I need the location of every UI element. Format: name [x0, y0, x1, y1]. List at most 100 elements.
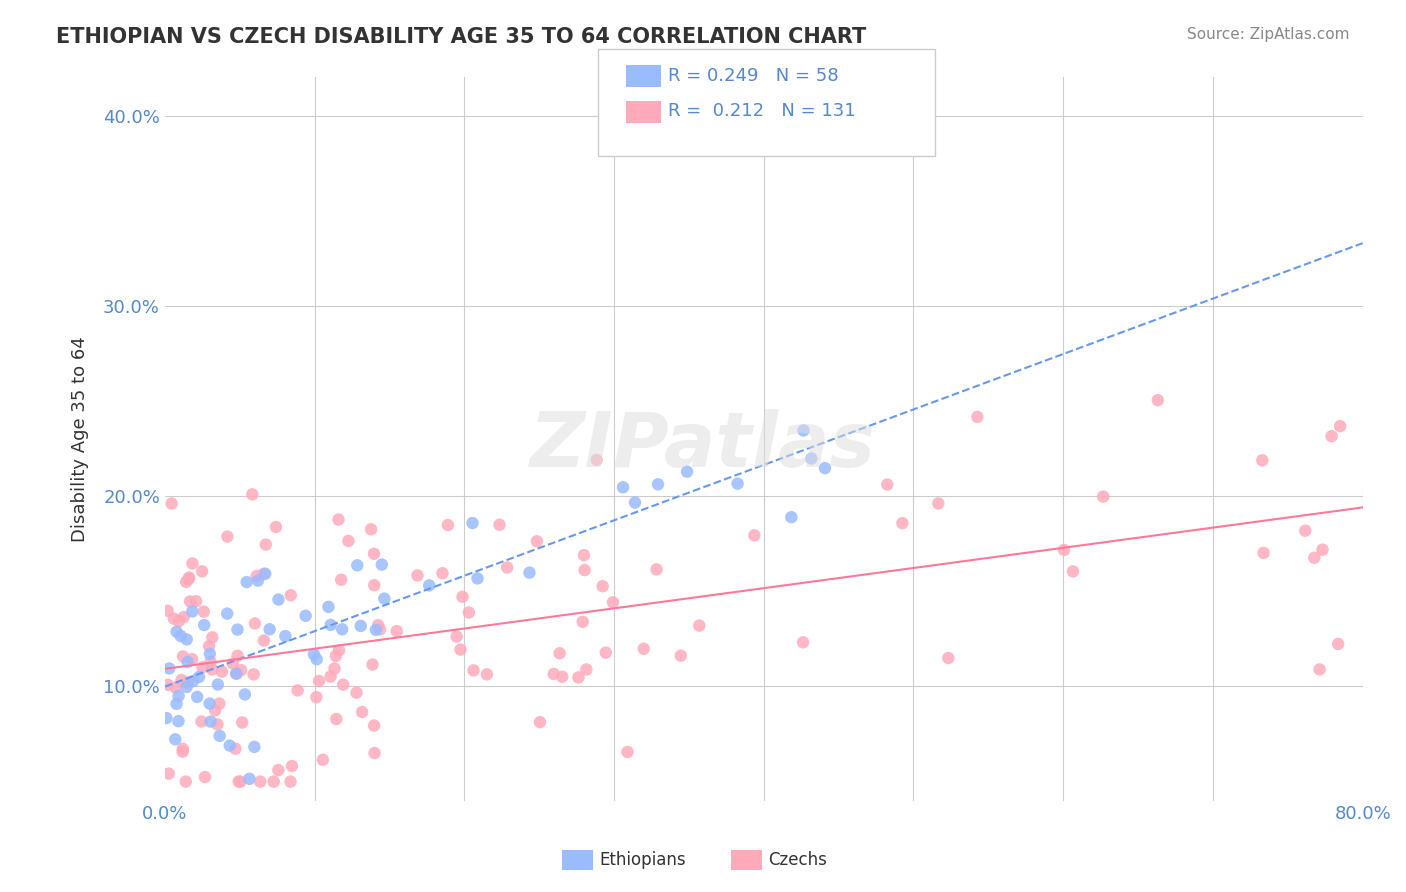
Point: [308, 673, 330, 688]
Point: [467, 571, 489, 585]
Point: [367, 618, 389, 632]
Text: ZIPatlas: ZIPatlas: [530, 409, 876, 483]
Point: [814, 461, 837, 475]
Point: [173, 610, 195, 624]
Y-axis label: Disability Age 35 to 64: Disability Age 35 to 64: [72, 336, 89, 542]
Point: [198, 697, 221, 711]
Point: [204, 703, 226, 717]
Point: [222, 657, 245, 671]
Point: [363, 718, 385, 732]
Point: [280, 774, 302, 789]
Point: [264, 520, 287, 534]
Point: [346, 558, 368, 573]
Point: [176, 675, 198, 690]
Point: [181, 674, 204, 689]
Point: [461, 516, 484, 530]
Point: [226, 648, 249, 663]
Point: [174, 774, 197, 789]
Point: [364, 623, 387, 637]
Point: [259, 622, 281, 636]
Point: [548, 646, 571, 660]
Point: [238, 772, 260, 786]
Point: [451, 590, 474, 604]
Point: [519, 566, 541, 580]
Point: [207, 717, 229, 731]
Point: [543, 667, 565, 681]
Point: [176, 632, 198, 647]
Point: [567, 670, 589, 684]
Point: [602, 595, 624, 609]
Text: Ethiopians: Ethiopians: [599, 851, 686, 869]
Point: [571, 615, 593, 629]
Point: [193, 618, 215, 632]
Point: [305, 690, 328, 705]
Point: [337, 533, 360, 548]
Point: [792, 635, 814, 649]
Point: [177, 570, 200, 584]
Point: [229, 663, 252, 677]
Point: [330, 622, 353, 636]
Point: [160, 497, 183, 511]
Point: [156, 678, 179, 692]
Point: [165, 681, 187, 695]
Point: [325, 648, 347, 663]
Point: [181, 557, 204, 571]
Point: [936, 651, 959, 665]
Point: [224, 741, 246, 756]
Point: [318, 599, 340, 614]
Point: [253, 566, 276, 581]
Point: [1092, 490, 1115, 504]
Point: [360, 522, 382, 536]
Point: [1146, 393, 1168, 408]
Point: [198, 647, 221, 661]
Point: [780, 510, 803, 524]
Point: [325, 712, 347, 726]
Text: R = 0.249   N = 58: R = 0.249 N = 58: [668, 67, 838, 85]
Point: [218, 739, 240, 753]
Point: [181, 604, 204, 618]
Point: [155, 711, 177, 725]
Point: [176, 655, 198, 669]
Point: [676, 465, 699, 479]
Point: [181, 652, 204, 666]
Point: [253, 633, 276, 648]
Point: [231, 715, 253, 730]
Point: [249, 774, 271, 789]
Point: [633, 641, 655, 656]
Point: [211, 665, 233, 679]
Point: [363, 578, 385, 592]
Point: [200, 714, 222, 729]
Point: [432, 566, 454, 581]
Point: [574, 563, 596, 577]
Point: [172, 742, 194, 756]
Point: [496, 560, 519, 574]
Point: [475, 667, 498, 681]
Point: [437, 518, 460, 533]
Point: [190, 714, 212, 729]
Point: [595, 646, 617, 660]
Point: [235, 575, 257, 590]
Point: [575, 663, 598, 677]
Point: [208, 729, 231, 743]
Point: [346, 686, 368, 700]
Point: [1320, 429, 1343, 443]
Point: [572, 548, 595, 562]
Point: [1309, 662, 1331, 676]
Point: [193, 605, 215, 619]
Point: [966, 409, 988, 424]
Point: [373, 591, 395, 606]
Point: [267, 763, 290, 777]
Point: [177, 572, 200, 586]
Point: [1053, 543, 1076, 558]
Point: [165, 732, 187, 747]
Point: [294, 608, 316, 623]
Point: [624, 495, 647, 509]
Point: [1294, 524, 1316, 538]
Point: [328, 643, 350, 657]
Point: [207, 677, 229, 691]
Point: [225, 666, 247, 681]
Point: [876, 477, 898, 491]
Point: [163, 612, 186, 626]
Point: [302, 647, 325, 661]
Point: [1303, 550, 1326, 565]
